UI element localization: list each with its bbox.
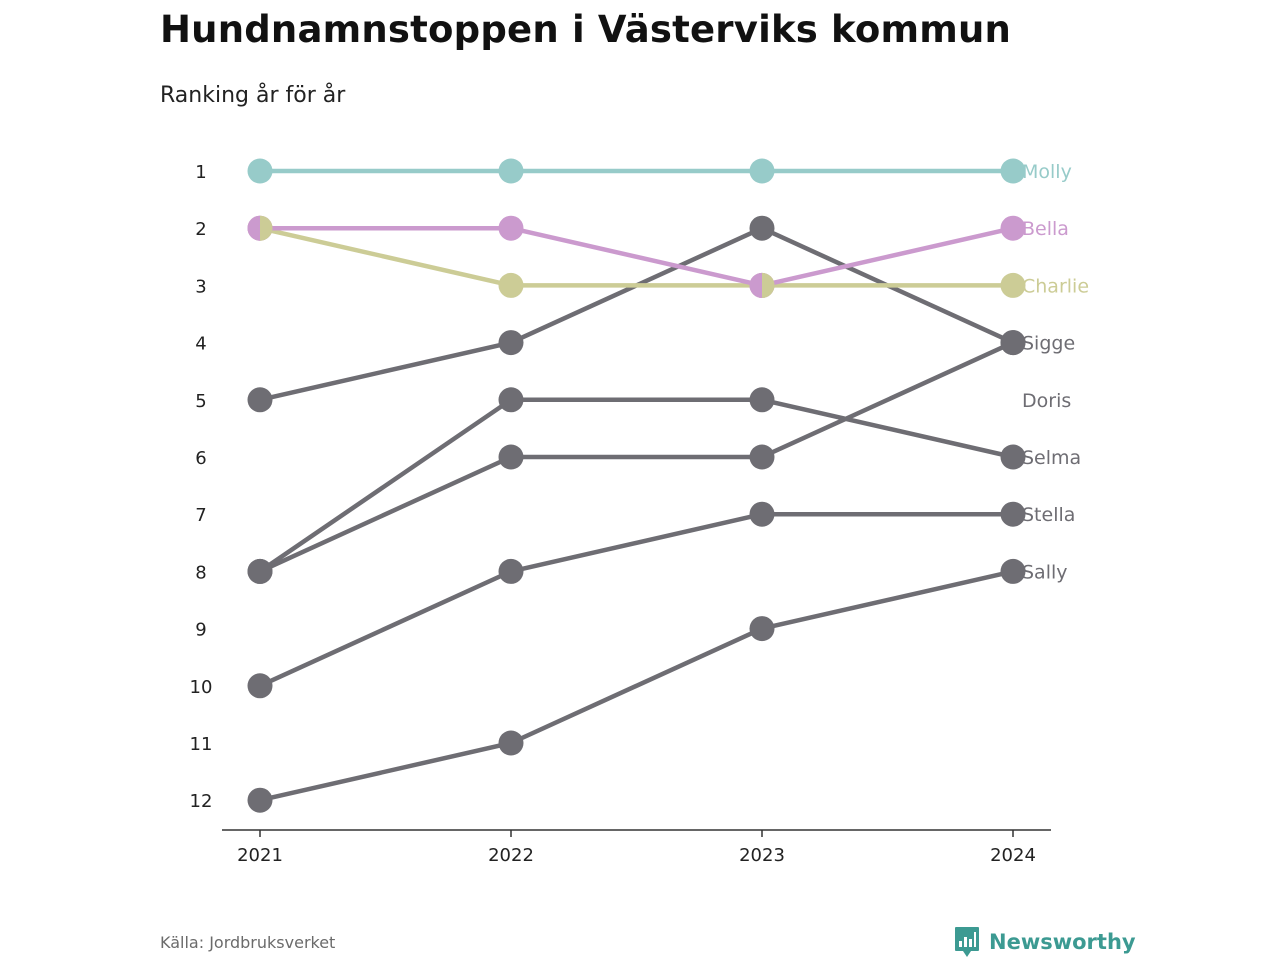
series-lines xyxy=(257,168,1016,803)
point-stella-2023 xyxy=(749,616,775,642)
end-label-selma: Selma xyxy=(1022,447,1081,469)
x-tick-label-2021: 2021 xyxy=(237,845,283,866)
point-selma-2023 xyxy=(749,387,775,413)
end-label-charlie: Charlie xyxy=(1022,275,1089,297)
point-sigge-2022 xyxy=(498,444,524,470)
x-tick-label-2024: 2024 xyxy=(990,845,1036,866)
brand-name: Newsworthy xyxy=(989,930,1136,954)
y-tick-label-10: 10 xyxy=(190,677,213,698)
series-line-stella xyxy=(257,569,1016,803)
point-charlie-2022 xyxy=(498,272,524,298)
series-points xyxy=(247,158,1026,813)
y-tick-label-7: 7 xyxy=(195,505,206,526)
point-sally-2024 xyxy=(1000,501,1026,527)
x-tick-label-2022: 2022 xyxy=(488,845,534,866)
point-doris-2021 xyxy=(247,387,273,413)
point-selma-2024 xyxy=(1000,444,1026,470)
x-axis: 2021 2022 2023 2024 xyxy=(222,829,1051,866)
end-label-stella: Stella xyxy=(1022,504,1075,526)
point-molly-2024 xyxy=(1000,158,1026,184)
point-molly-2022 xyxy=(498,158,524,184)
series-line-bella xyxy=(257,225,1016,288)
point-doris-2023 xyxy=(749,215,775,241)
y-tick-label-11: 11 xyxy=(190,734,213,755)
x-tick-label-2023: 2023 xyxy=(739,845,785,866)
series-line-charlie xyxy=(257,225,1016,288)
chart-subtitle: Ranking år för år xyxy=(160,83,346,108)
y-tick-label-1: 1 xyxy=(195,162,206,183)
end-label-sigge: Sigge xyxy=(1022,333,1075,355)
point-sally-2023 xyxy=(749,501,775,527)
end-label-doris: Doris xyxy=(1022,390,1071,412)
y-tick-label-12: 12 xyxy=(190,791,213,812)
point-bella-2022 xyxy=(498,215,524,241)
split-point-left-bella-2021 xyxy=(247,215,260,241)
y-tick-label-4: 4 xyxy=(195,334,206,355)
y-tick-label-9: 9 xyxy=(195,620,206,641)
brand-logo: Newsworthy xyxy=(954,926,1136,958)
point-stella-2021 xyxy=(247,787,273,813)
source-note: Källa: Jordbruksverket xyxy=(160,933,336,952)
split-point-right-charlie-2021 xyxy=(260,215,273,241)
y-tick-label-2: 2 xyxy=(195,219,206,240)
point-selma-2021 xyxy=(247,558,273,584)
split-point-left-bella-2023 xyxy=(749,272,762,298)
point-bella-2024 xyxy=(1000,215,1026,241)
point-sigge-2023 xyxy=(749,444,775,470)
point-sally-2022 xyxy=(498,558,524,584)
point-molly-2021 xyxy=(247,158,273,184)
point-selma-2022 xyxy=(498,387,524,413)
y-tick-label-5: 5 xyxy=(195,391,206,412)
point-charlie-2024 xyxy=(1000,272,1026,298)
y-tick-label-6: 6 xyxy=(195,448,206,469)
end-label-sally: Sally xyxy=(1022,561,1068,583)
series-line-sally xyxy=(257,511,1016,689)
newsworthy-logo-icon xyxy=(955,927,979,957)
split-point-right-charlie-2023 xyxy=(762,272,775,298)
chart-title: Hundnamnstoppen i Västerviks kommun xyxy=(160,8,1012,51)
point-stella-2024 xyxy=(1000,558,1026,584)
end-label-molly: Molly xyxy=(1022,161,1072,183)
end-label-bella: Bella xyxy=(1022,218,1069,240)
point-doris-2024 xyxy=(1000,330,1026,356)
y-tick-label-3: 3 xyxy=(195,276,206,297)
series-end-labels: Molly Bella Charlie Sigge Doris Selma Stella Sa… xyxy=(1022,161,1089,583)
series-line-sigge xyxy=(257,340,1016,574)
point-molly-2023 xyxy=(749,158,775,184)
point-stella-2022 xyxy=(498,730,524,756)
point-doris-2022 xyxy=(498,330,524,356)
y-tick-label-8: 8 xyxy=(195,562,206,583)
series-line-selma xyxy=(257,397,1016,574)
point-sally-2021 xyxy=(247,673,273,699)
